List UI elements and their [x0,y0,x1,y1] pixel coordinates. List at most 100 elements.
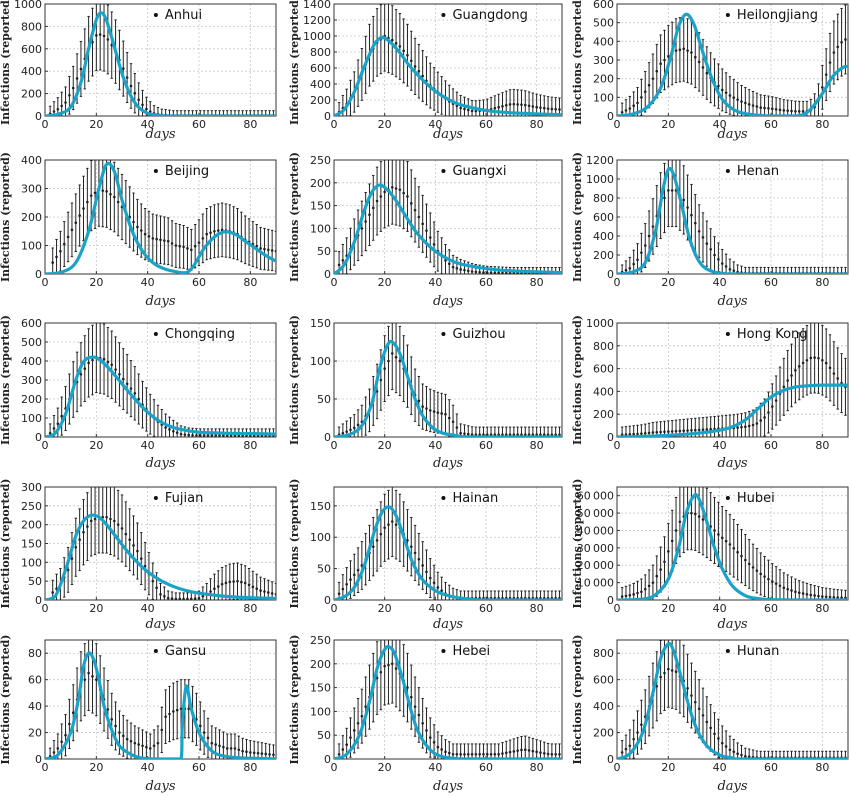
title-bullet [441,332,446,336]
observed-point [224,581,228,585]
observed-point [387,663,390,667]
observed-point [732,546,736,550]
observed-point [125,382,129,386]
observed-point [390,662,394,666]
panel-title: Fujian [165,491,203,506]
observed-point [736,426,739,429]
observed-point [747,562,751,566]
observed-point [95,678,98,681]
observed-point [470,109,474,113]
observed-point [263,247,266,251]
observed-point [137,98,140,102]
observed-point [202,731,206,734]
observed-point [417,557,421,561]
y-tick-label: 100 [593,91,614,104]
observed-point [444,750,447,754]
observed-point [628,744,632,748]
x-tick-label: 60 [192,276,206,289]
x-tick-label: 20 [661,118,675,131]
observed-point [670,189,674,192]
observed-point [132,220,135,224]
observed-point [632,432,635,436]
y-axis-label: Infections (reported) [0,635,12,765]
observed-point [767,577,770,581]
observed-point [413,208,417,212]
observed-point [356,423,360,427]
observed-point [198,434,202,437]
observed-series [48,323,275,437]
panel-title: Guangxi [452,164,506,179]
observed-point [406,686,409,689]
y-tick-label: 60 [28,674,42,687]
observed-point [794,590,797,594]
observed-point [782,586,786,590]
x-tick-label: 40 [141,276,155,289]
observed-point [667,189,670,192]
observed-point [701,66,705,69]
model-curve [617,642,848,759]
plot-frame [616,322,849,438]
y-tick-label: 300 [21,481,42,494]
y-tick-label: 250 [310,154,331,167]
model-curve [334,505,562,600]
y-axis-label: Infections (reported) [0,0,12,125]
x-axis-label: days [145,456,175,471]
observed-point [364,705,367,708]
observed-point [105,190,108,193]
x-tick-label: 20 [89,761,103,774]
observed-point [535,433,538,437]
observed-point [64,101,67,104]
observed-point [425,407,428,410]
plot-frame [333,3,563,117]
x-tick-label: 40 [713,761,727,774]
observed-point [349,428,352,432]
observed-point [640,432,643,435]
panel-title: Hubei [737,491,775,506]
observed-point [195,434,198,437]
observed-point [91,675,94,678]
x-tick-label: 80 [815,761,829,774]
observed-point [504,751,508,755]
observed-point [213,587,216,590]
y-tick-label: 100 [310,355,331,368]
x-tick-label: 80 [815,602,829,615]
panel-hebei: 0 20 40 60 80 0 50 100 150 200 250 Infections (repo… [288,634,563,794]
observed-point [109,192,112,196]
observed-point [163,594,166,598]
y-tick-label: 40 [28,700,42,713]
observed-point [805,592,809,596]
observed-point [451,420,455,424]
x-tick-label: 0 [331,761,338,774]
observed-point [379,532,383,536]
x-tick-label: 80 [530,439,544,452]
observed-point [740,425,743,429]
observed-point [79,373,83,376]
observed-point [736,550,739,554]
observed-series [620,323,847,437]
y-tick-label: 600 [21,43,42,56]
y-axis-label: Infections (reported) [571,0,584,125]
observed-point [485,271,489,274]
y-tick-label: 150 [310,317,331,330]
y-tick-label: 100 [21,240,42,253]
observed-point [371,206,375,210]
observed-point [247,583,251,587]
y-tick-label: 1000 [14,0,42,11]
observed-point [759,419,763,422]
observed-point [782,385,786,389]
observed-point [425,570,428,574]
observed-point [790,109,793,113]
observed-point [474,270,478,274]
title-bullet [725,649,730,653]
observed-point [436,745,440,749]
observed-point [264,752,268,756]
observed-point [398,188,402,191]
observed-point [268,753,271,756]
observed-point [535,105,538,109]
observed-point [352,426,356,430]
observed-point [270,592,274,595]
x-tick-label: 60 [764,761,778,774]
observed-point [109,517,112,521]
observed-point [801,361,805,365]
observed-point [447,416,451,420]
